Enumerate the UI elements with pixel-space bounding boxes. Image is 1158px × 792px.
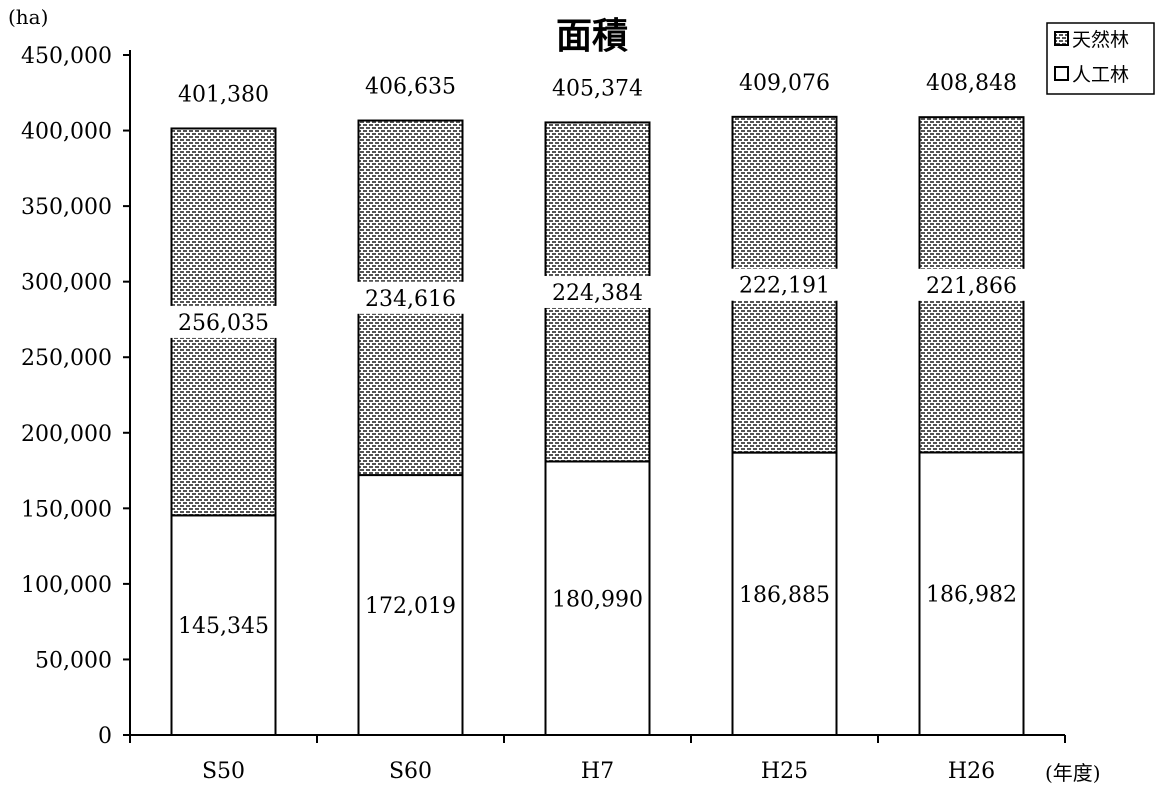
y-tick-label-0: 0 [98, 724, 112, 749]
x-axis-unit-label: (年度) [1045, 761, 1101, 785]
data-label-total-S50: 401,380 [178, 82, 269, 107]
y-tick-label-50000: 50,000 [35, 648, 112, 673]
data-label-bg-natural-S60 [356, 281, 465, 314]
data-label-bg-natural-H26 [917, 268, 1026, 301]
y-axis-unit-label: (ha) [8, 5, 48, 29]
legend-swatch-natural [1054, 31, 1069, 46]
legend: 天然林 人工林 [1046, 22, 1155, 95]
legend-label-natural: 天然林 [1072, 29, 1129, 51]
y-tick-label-250000: 250,000 [21, 346, 112, 371]
data-label-natural-H25: 222,191 [739, 274, 830, 299]
data-label-natural-S60: 234,616 [365, 287, 456, 312]
chart-title: 面積 [556, 16, 628, 57]
x-tick-label-H25: H25 [761, 759, 808, 784]
data-label-total-H26: 408,848 [926, 71, 1017, 96]
data-label-planted-H26: 186,982 [926, 583, 1017, 608]
data-label-planted-H7: 180,990 [552, 587, 643, 612]
y-tick-label-300000: 300,000 [21, 271, 112, 296]
bar-planted-S50 [170, 514, 277, 736]
x-tick-label-H7: H7 [581, 759, 614, 784]
data-label-bg-natural-H25 [730, 268, 839, 301]
data-label-total-H7: 405,374 [552, 76, 643, 101]
y-tick-label-150000: 150,000 [21, 497, 112, 522]
y-tick-label-450000: 450,000 [21, 44, 112, 69]
data-label-planted-H25: 186,885 [739, 583, 830, 608]
data-label-natural-S50: 256,035 [178, 311, 269, 336]
y-tick-label-400000: 400,000 [21, 120, 112, 145]
y-tick-label-350000: 350,000 [21, 195, 112, 220]
legend-label-planted: 人工林 [1072, 64, 1129, 86]
x-tick-label-S50: S50 [202, 759, 245, 784]
data-label-bg-natural-H7 [543, 275, 652, 308]
y-tick-label-200000: 200,000 [21, 422, 112, 447]
data-label-planted-S60: 172,019 [365, 594, 456, 619]
data-label-natural-H7: 224,384 [552, 281, 643, 306]
x-tick-label-H26: H26 [948, 759, 995, 784]
bar-planted-H7 [544, 460, 651, 736]
data-label-total-H25: 409,076 [739, 71, 830, 96]
x-tick-label-S60: S60 [389, 759, 432, 784]
data-label-total-S60: 406,635 [365, 75, 456, 100]
data-label-bg-natural-S50 [169, 305, 278, 338]
legend-swatch-planted [1054, 66, 1069, 81]
y-tick-label-100000: 100,000 [21, 573, 112, 598]
data-label-natural-H26: 221,866 [926, 274, 1017, 299]
data-label-planted-S50: 145,345 [178, 614, 269, 639]
